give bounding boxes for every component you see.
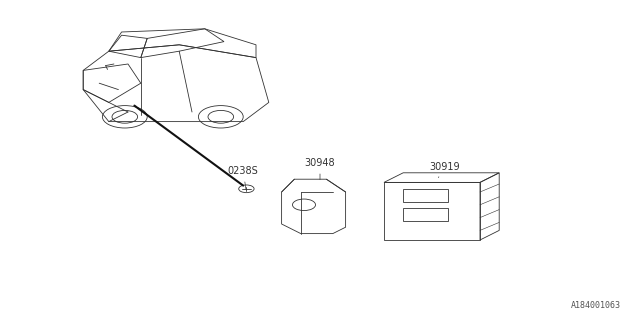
Text: 30919: 30919 bbox=[429, 162, 460, 178]
Text: A184001063: A184001063 bbox=[571, 301, 621, 310]
Bar bbox=[403, 189, 448, 202]
Text: 0238S: 0238S bbox=[228, 166, 259, 189]
Bar bbox=[403, 208, 448, 221]
Text: 30948: 30948 bbox=[305, 158, 335, 180]
